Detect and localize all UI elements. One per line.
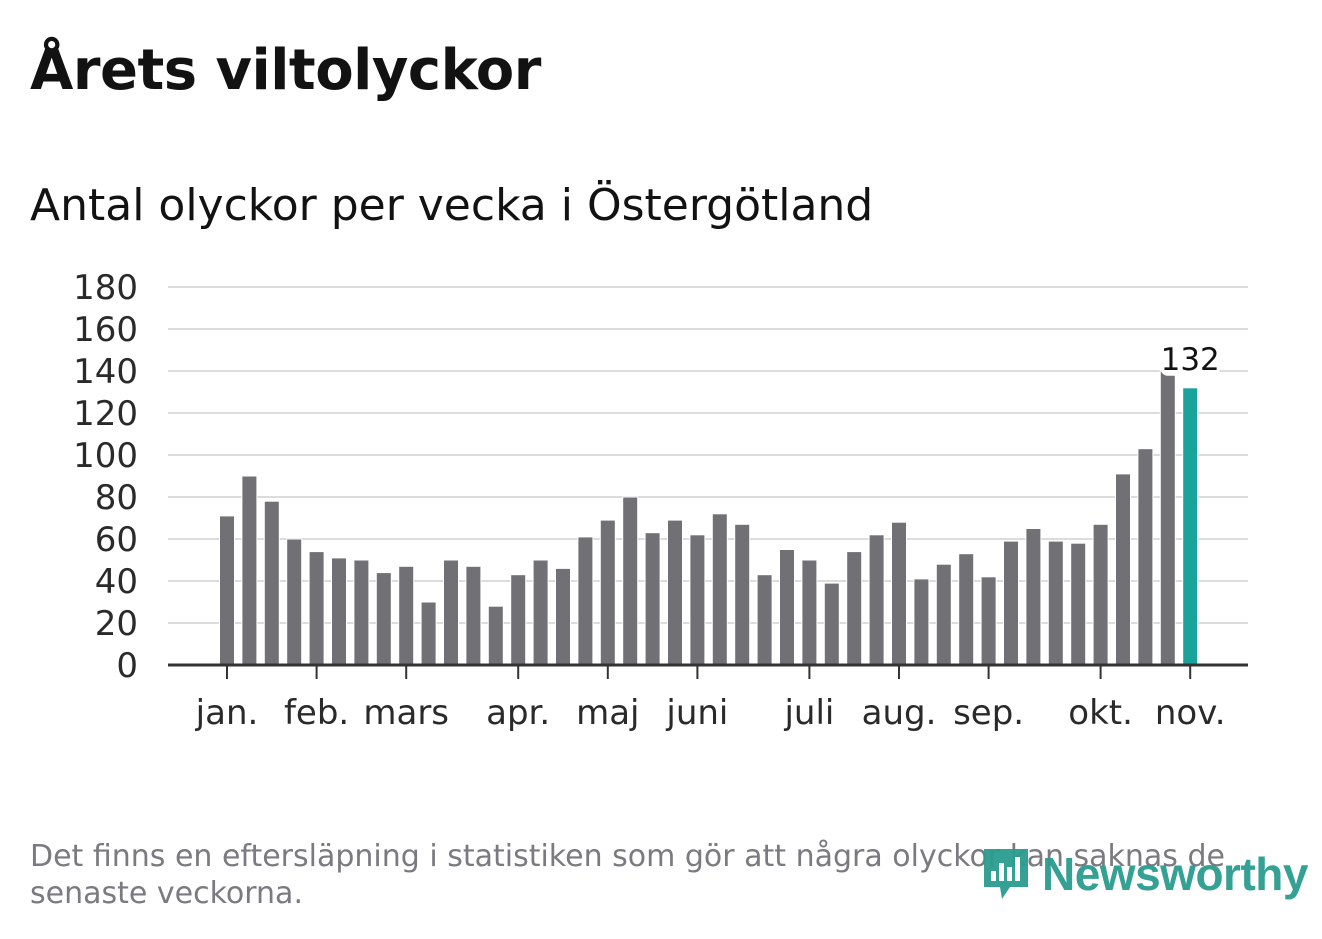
logo-text: Newsworthy [1042,848,1308,900]
data-labels: 132 [1160,339,1221,378]
bar [846,551,863,666]
bar [711,513,728,666]
bar-highlight [1182,387,1199,666]
bar [375,572,392,666]
bars [219,353,1199,666]
bar [1159,353,1176,666]
bar [935,563,952,666]
bar [868,534,885,666]
bar [913,578,930,666]
bar [555,567,571,666]
data-label: 132 [1161,342,1220,378]
bar [263,500,280,666]
x-tick-label: feb. [284,693,349,733]
bar [980,576,997,666]
bar [891,521,907,666]
bar [487,605,504,666]
bar [241,475,258,666]
bar [308,551,325,666]
bar [420,601,437,666]
y-tick-label: 160 [73,310,138,350]
x-tick-label: sep. [953,693,1024,733]
y-tick-label: 0 [116,646,138,686]
x-tick-label: mars [363,693,449,733]
y-tick-label: 140 [73,352,138,392]
bar [1137,448,1154,666]
newsworthy-logo: Newsworthy [980,845,1308,903]
bar [443,559,459,666]
bar [599,519,616,666]
x-tick-label: aug. [862,693,937,733]
bar [1003,540,1019,666]
chart-subtitle: Antal olyckor per vecka i Östergötland [30,180,874,231]
x-tick-label: apr. [486,693,550,733]
newsworthy-logo-icon [984,849,1028,899]
grid-lines [168,286,1248,624]
bar [219,515,235,666]
x-tick-label: juni [665,693,728,733]
x-tick-label: maj [576,693,639,733]
bar [465,565,482,666]
bar [331,557,347,666]
bar [823,582,840,666]
y-tick-label: 40 [95,562,138,602]
bar [689,534,706,666]
bar [398,565,415,666]
bar [1092,523,1109,666]
bar [1025,528,1042,666]
y-tick-label: 100 [73,436,138,476]
bar [353,559,370,666]
bar [532,559,549,666]
y-tick-label: 80 [95,478,138,518]
bar [801,559,818,666]
bar [958,553,975,666]
y-tick-label: 120 [73,394,138,434]
chart-title: Årets viltolyckor [30,38,541,103]
x-tick-label: jan. [195,693,259,733]
bar [1070,542,1087,666]
y-tick-label: 60 [95,520,138,560]
bar [510,574,527,666]
bar [734,523,751,666]
x-tick-label: okt. [1068,693,1133,733]
bar [286,538,303,666]
x-tick-label: juli [783,693,834,733]
bar [667,519,683,666]
y-tick-label: 20 [95,604,138,644]
bar [1047,540,1064,666]
y-tick-label: 180 [73,268,138,308]
x-axis-ticks: jan. feb. mars apr. maj juni juli aug. sep. okt. n… [195,665,1226,733]
bar [577,536,594,666]
data-label-background [1160,339,1221,376]
bar [1115,473,1131,666]
bar [622,496,639,666]
x-tick-label: nov. [1155,693,1226,733]
bar [756,574,773,666]
bar [644,532,661,666]
bar [779,549,795,666]
